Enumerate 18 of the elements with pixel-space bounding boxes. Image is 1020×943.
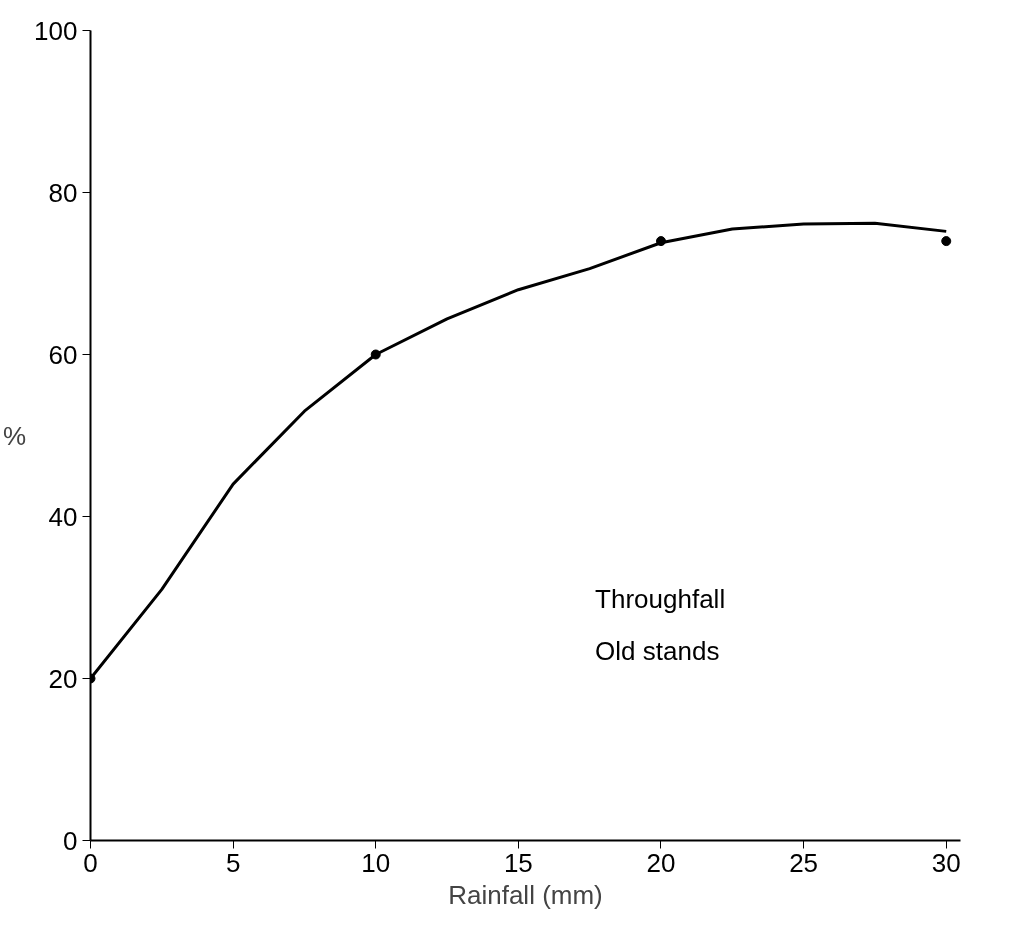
- y-tick-label: 0: [63, 825, 78, 856]
- x-tick-label: 20: [646, 847, 676, 878]
- x-tick-label: 25: [789, 847, 819, 878]
- y-tick-label: 60: [48, 339, 78, 370]
- x-tick-label: 5: [225, 847, 241, 878]
- y-tick-label: 40: [48, 501, 78, 532]
- x-tick-label: 10: [361, 847, 391, 878]
- y-tick-label: 20: [48, 663, 78, 694]
- x-tick-label: 30: [931, 847, 961, 878]
- annotation: Throughfall: [595, 583, 726, 614]
- x-tick-label: 0: [83, 847, 98, 878]
- x-tick-label: 15: [503, 847, 533, 878]
- x-axis-title: Rainfall (mm): [448, 879, 603, 910]
- y-tick-label: 100: [34, 15, 78, 46]
- annotation: Old stands: [595, 636, 720, 667]
- y-axis-title: %: [3, 420, 27, 451]
- point: [941, 236, 952, 247]
- y-tick-label: 80: [48, 177, 78, 208]
